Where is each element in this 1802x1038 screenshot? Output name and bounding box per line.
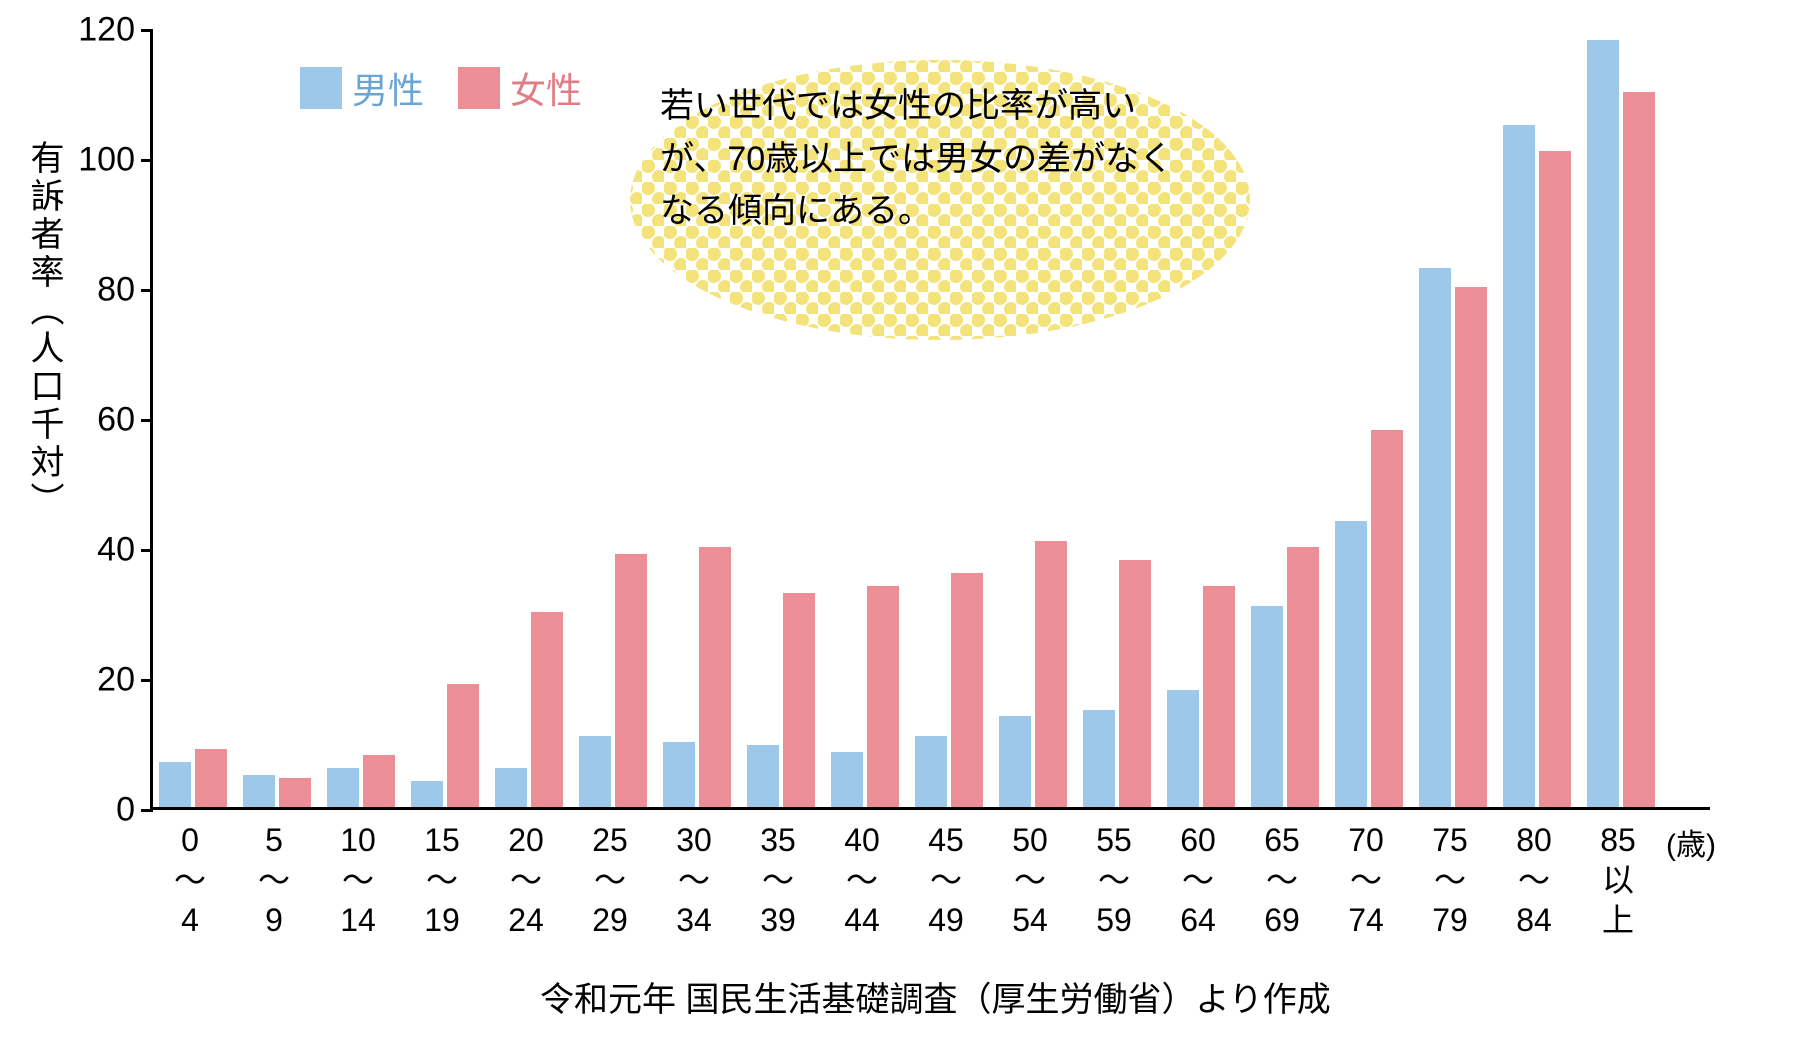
bar <box>1251 606 1283 808</box>
bar <box>1419 268 1451 808</box>
bar-group <box>495 612 563 807</box>
bar <box>783 593 815 808</box>
bar-group <box>579 554 647 808</box>
x-tick-label: 70 〜 74 <box>1324 820 1408 940</box>
bar <box>1587 40 1619 807</box>
x-tick-label: 0 〜 4 <box>148 820 232 940</box>
bar <box>279 778 311 807</box>
y-tick-label: 100 <box>78 141 153 180</box>
bar <box>327 768 359 807</box>
bar <box>1335 521 1367 807</box>
bar-group <box>747 593 815 808</box>
bar <box>747 745 779 807</box>
x-tick-label: 85 以 上 <box>1576 820 1660 940</box>
y-tick-label: 80 <box>97 271 153 310</box>
x-tick-label: 60 〜 64 <box>1156 820 1240 940</box>
bar <box>243 775 275 808</box>
bar <box>915 736 947 808</box>
bar <box>1623 92 1655 807</box>
bar <box>951 573 983 807</box>
bar-group <box>159 749 227 808</box>
bar <box>1035 541 1067 808</box>
bar <box>1539 151 1571 808</box>
x-axis-unit: (歳) <box>1666 820 1716 864</box>
bar-group <box>1503 125 1571 808</box>
bar <box>999 716 1031 807</box>
y-tick-label: 60 <box>97 401 153 440</box>
x-tick-label: 10 〜 14 <box>316 820 400 940</box>
bar <box>699 547 731 807</box>
bar-group <box>831 586 899 807</box>
x-tick-label: 80 〜 84 <box>1492 820 1576 940</box>
bar-group <box>243 775 311 808</box>
bar-group <box>663 547 731 807</box>
bar <box>495 768 527 807</box>
bar <box>615 554 647 808</box>
y-axis-label: 有訴者率（人口千対） <box>20 140 69 520</box>
bar-group <box>1251 547 1319 807</box>
bar <box>1083 710 1115 808</box>
bar <box>531 612 563 807</box>
x-tick-label: 40 〜 44 <box>820 820 904 940</box>
x-tick-label: 35 〜 39 <box>736 820 820 940</box>
bar <box>579 736 611 808</box>
bar <box>1203 586 1235 807</box>
bar <box>411 781 443 807</box>
bar <box>1167 690 1199 807</box>
x-tick-label: 50 〜 54 <box>988 820 1072 940</box>
bar-group <box>1335 430 1403 807</box>
bar-group <box>327 755 395 807</box>
bar <box>867 586 899 807</box>
bar-group <box>999 541 1067 808</box>
x-tick-label: 65 〜 69 <box>1240 820 1324 940</box>
bar <box>159 762 191 808</box>
bar-group <box>915 573 983 807</box>
bar <box>1455 287 1487 807</box>
x-tick-label: 25 〜 29 <box>568 820 652 940</box>
bar <box>1119 560 1151 807</box>
bar <box>447 684 479 808</box>
x-tick-label: 75 〜 79 <box>1408 820 1492 940</box>
chart-container: 有訴者率（人口千対） 若い世代では女性の比率が高いが、70歳以上では男女の差がな… <box>20 20 1782 1018</box>
source-citation: 令和元年 国民生活基礎調査（厚生労働省）より作成 <box>540 972 1331 1021</box>
bar <box>363 755 395 807</box>
x-tick-label: 20 〜 24 <box>484 820 568 940</box>
plot-area: 020406080100120 <box>150 30 1710 810</box>
bar <box>1287 547 1319 807</box>
bar-group <box>1083 560 1151 807</box>
bar <box>831 752 863 807</box>
y-tick-label: 20 <box>97 661 153 700</box>
y-tick-label: 120 <box>78 11 153 50</box>
x-tick-label: 45 〜 49 <box>904 820 988 940</box>
bar-group <box>1587 40 1655 807</box>
x-tick-label: 5 〜 9 <box>232 820 316 940</box>
bar <box>195 749 227 808</box>
bar <box>1371 430 1403 807</box>
x-tick-label: 30 〜 34 <box>652 820 736 940</box>
bar <box>1503 125 1535 808</box>
bar-group <box>1419 268 1487 808</box>
bar-group <box>411 684 479 808</box>
bars-layer <box>153 30 1710 807</box>
x-tick-label: 15 〜 19 <box>400 820 484 940</box>
y-tick-label: 40 <box>97 531 153 570</box>
bar-group <box>1167 586 1235 807</box>
x-tick-label: 55 〜 59 <box>1072 820 1156 940</box>
bar <box>663 742 695 807</box>
